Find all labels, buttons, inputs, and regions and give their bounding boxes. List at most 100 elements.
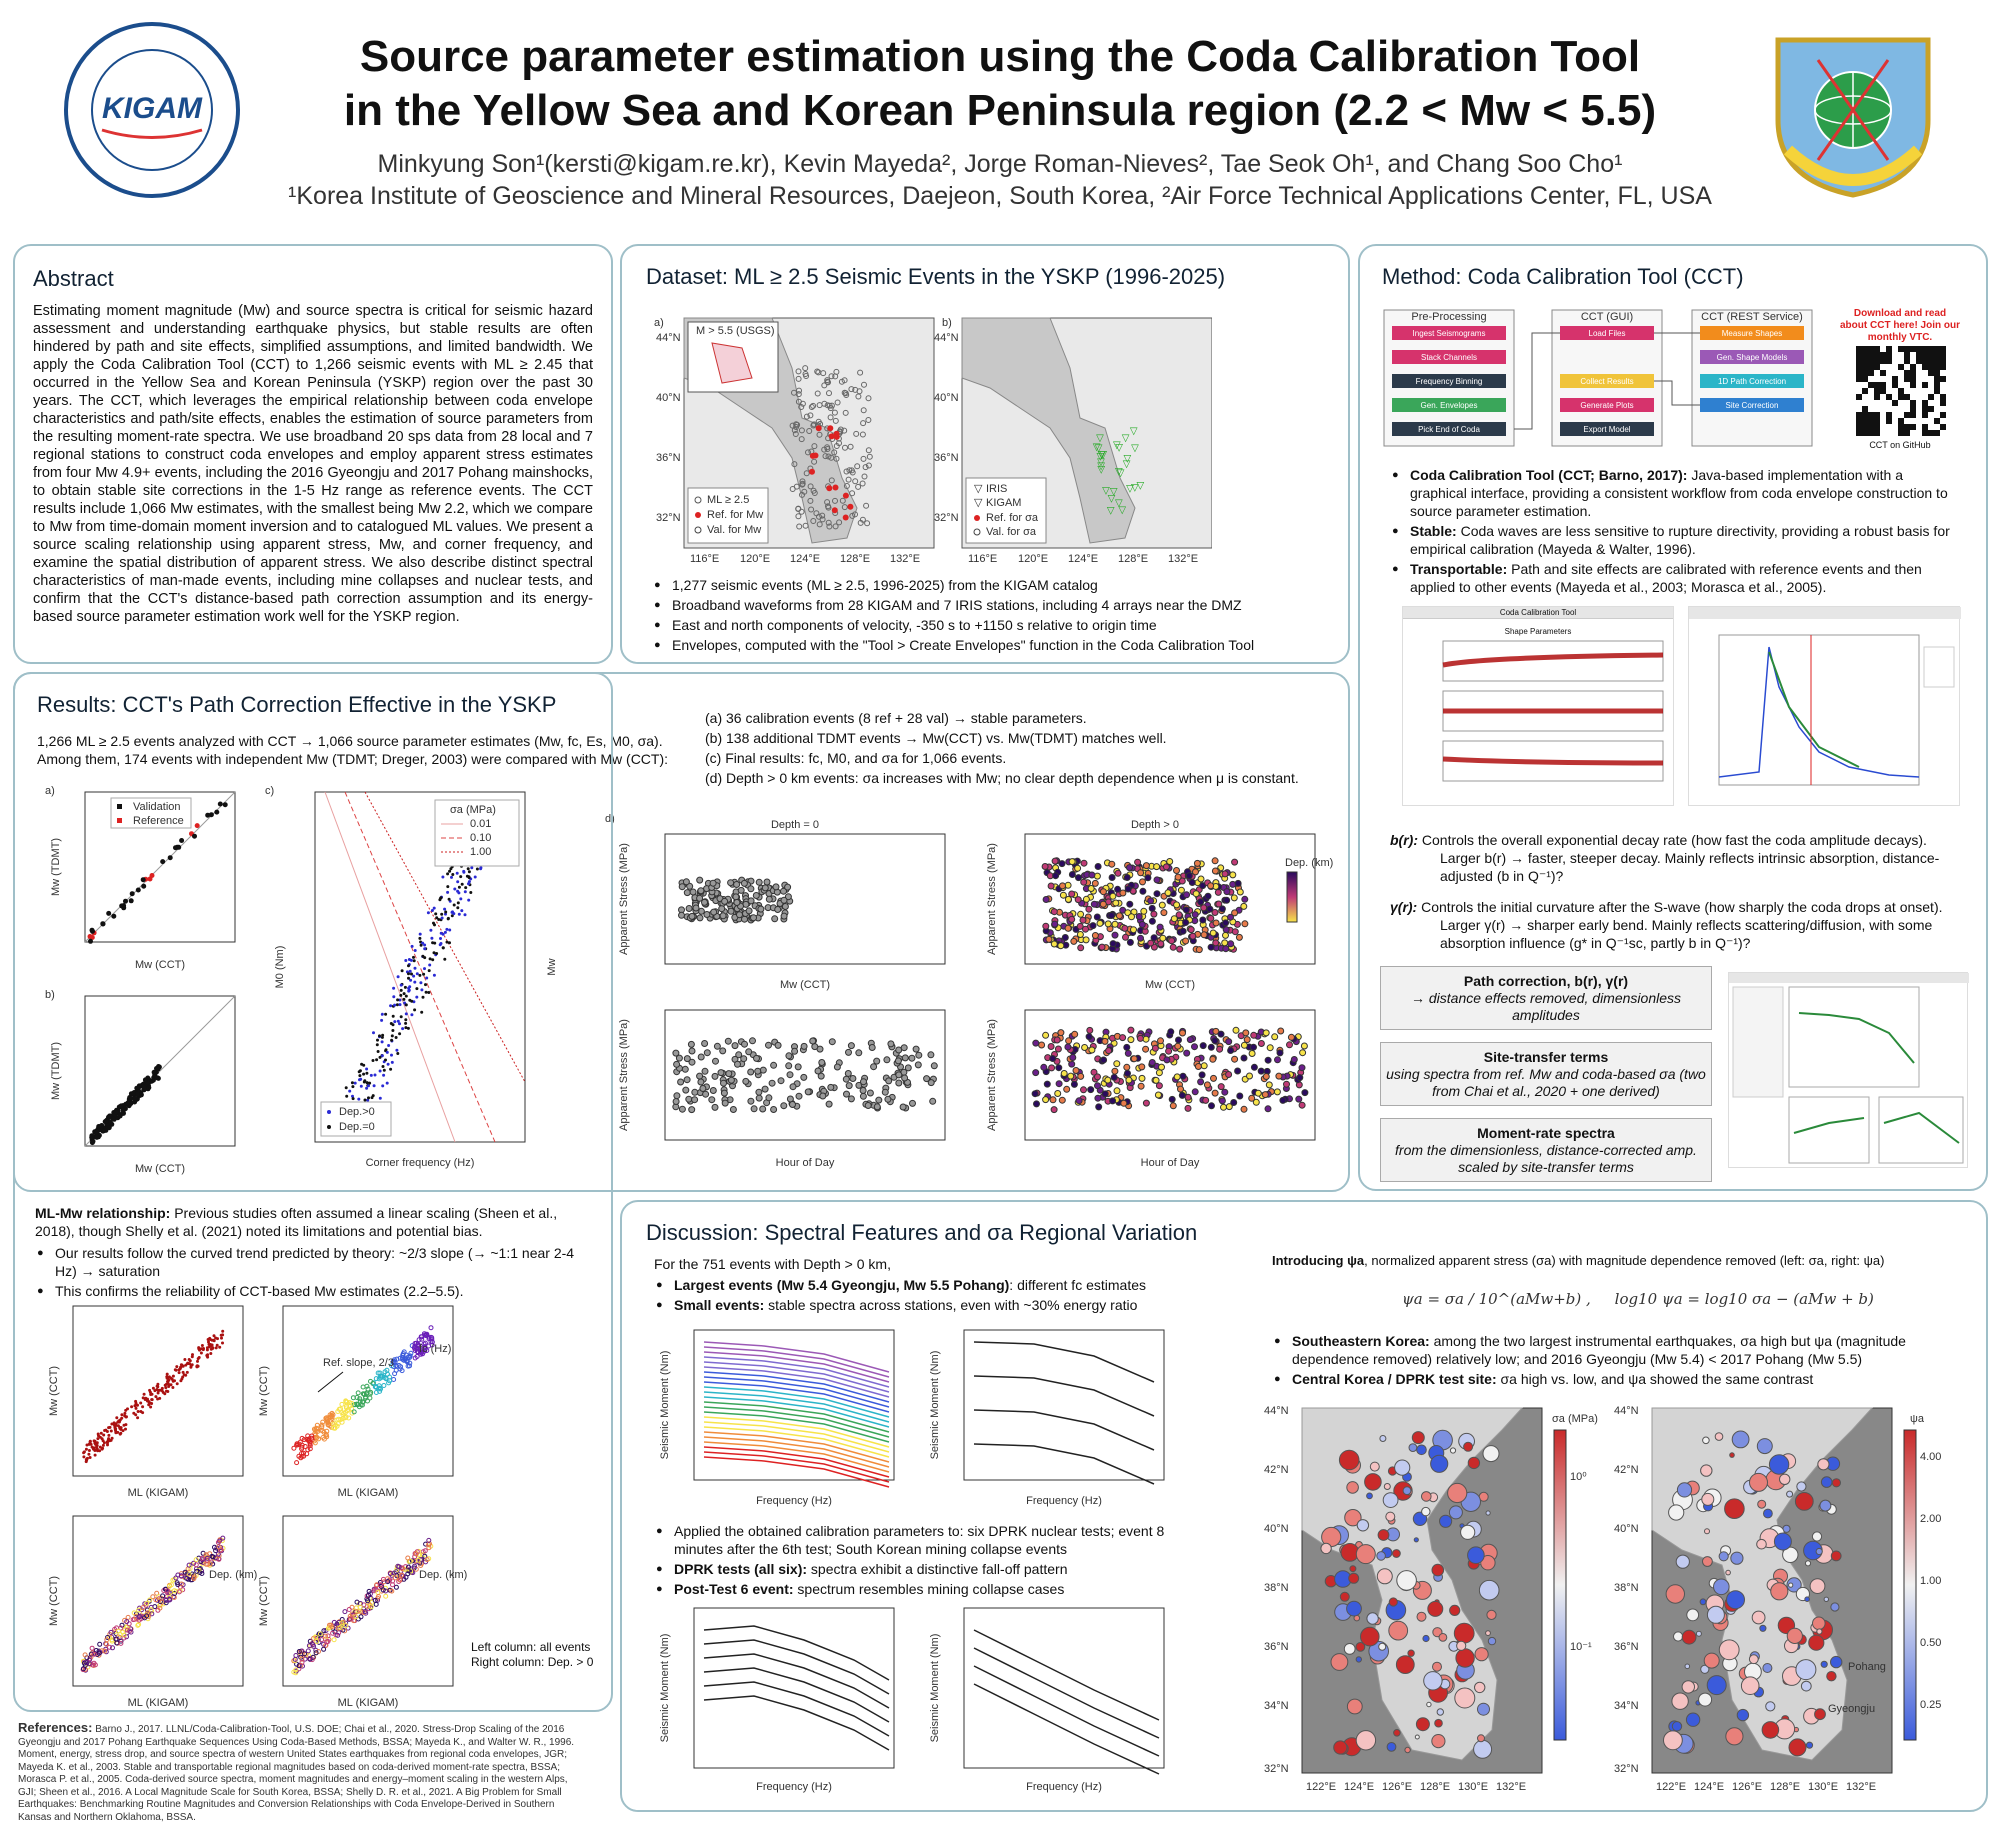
ml-mw-point: [105, 1635, 110, 1640]
corner-frequency-point: [408, 998, 412, 1002]
map-event-circle: [1369, 1461, 1380, 1472]
map-event-circle: [1795, 1659, 1817, 1681]
corner-frequency-point: [426, 911, 430, 915]
map-event-circle: [1814, 1708, 1826, 1721]
apparent-stress-point: [727, 907, 735, 915]
corner-frequency-point: [378, 1069, 382, 1073]
map-event-circle: [1467, 1546, 1485, 1564]
ml-mw-point: [215, 1551, 221, 1557]
qr-module: [1910, 370, 1916, 376]
kigam-station-marker: ▽: [1137, 481, 1145, 492]
event-marker: [810, 518, 817, 524]
aftac-logo: [1775, 37, 1931, 198]
corner-frequency-point: [423, 967, 426, 971]
apparent-stress-point: [780, 896, 788, 904]
dataset-bullet: Envelopes, computed with the "Tool > Cre…: [652, 636, 1332, 654]
apparent-stress-point: [701, 1067, 709, 1075]
apparent-stress-point: [1250, 1043, 1257, 1051]
apparent-stress-point: [1140, 907, 1148, 915]
ml-mw-point: [135, 1622, 141, 1628]
event-marker: [865, 417, 872, 423]
map-event-circle: [1355, 1656, 1363, 1663]
discussion-bullet: Applied the obtained calibration paramet…: [654, 1522, 1214, 1558]
ml-mw-point: [392, 1357, 397, 1363]
corner-frequency-point: [446, 890, 450, 894]
apparent-stress-point: [1147, 939, 1155, 947]
map-event-circle: [1714, 1432, 1724, 1441]
svg-text:32°N: 32°N: [1614, 1763, 1639, 1775]
svg-text:40°N: 40°N: [1264, 1523, 1289, 1535]
mw-comparison-point: [113, 1109, 119, 1115]
svg-text:120°E: 120°E: [740, 553, 770, 565]
psi-map-points: [1663, 1430, 1843, 1757]
apparent-stress-point: [1222, 945, 1230, 953]
kigam-station-marker: ▽: [1117, 468, 1125, 479]
corner-frequency-point: [404, 1003, 408, 1007]
map-event-circle: [1796, 1481, 1807, 1492]
apparent-stress-point: [780, 1102, 788, 1110]
corner-frequency-point: [408, 969, 412, 973]
event-marker: [859, 431, 866, 438]
apparent-stress-point: [1182, 937, 1190, 945]
ml-mw-point: [347, 1400, 353, 1406]
apparent-stress-point: [1183, 891, 1191, 899]
apparent-stress-point: [755, 1094, 763, 1102]
apparent-stress-point: [1089, 922, 1097, 930]
ml-mw-point: [173, 1368, 177, 1372]
map-event-circle: [1355, 1642, 1366, 1652]
apparent-stress-point: [864, 1102, 872, 1109]
kigam-station-marker: ▽: [1097, 465, 1105, 476]
svg-text:Dep. (km): Dep. (km): [1285, 857, 1333, 869]
qr-module: [1910, 412, 1916, 418]
apparent-stress-point: [1049, 1096, 1057, 1104]
corner-frequency-point: [370, 1096, 374, 1100]
qr-module: [1928, 364, 1934, 370]
apparent-stress-point: [759, 1105, 767, 1113]
cct-shape-window: Coda Calibration Tool Shape Parameters: [1402, 606, 1674, 806]
event-marker: [793, 421, 800, 428]
qr-module: [1922, 400, 1928, 406]
apparent-stress-point: [697, 1078, 705, 1086]
ml-mw-point: [197, 1356, 201, 1359]
ml-mw-point: [166, 1596, 172, 1602]
ml-mw-point: [426, 1537, 432, 1543]
apparent-stress-point: [719, 912, 727, 920]
ml-mw-point: [343, 1623, 349, 1629]
ml-mw-point: [349, 1406, 354, 1411]
dataset-title: Dataset: ML ≥ 2.5 Seismic Events in the …: [646, 264, 1226, 289]
apparent-stress-point: [1091, 932, 1099, 939]
map-event-circle: [1815, 1547, 1823, 1556]
spectrum-line: [703, 1356, 890, 1388]
apparent-stress-point: [729, 1106, 737, 1113]
qr-module: [1856, 418, 1862, 424]
spectrum-line: [703, 1366, 890, 1398]
apparent-stress-point: [809, 1037, 817, 1045]
ml-mw-point: [320, 1419, 326, 1425]
ml-mw-point: [97, 1641, 103, 1647]
map-event-circle: [1404, 1746, 1411, 1754]
apparent-stress-point: [1235, 933, 1243, 941]
map-b-label: b): [942, 317, 952, 329]
ml-mw-point: [361, 1391, 367, 1397]
apparent-stress-point: [1230, 1099, 1238, 1106]
qr-code-icon[interactable]: [1856, 346, 1946, 436]
apparent-stress-point: [1222, 926, 1230, 934]
apparent-stress-point: [1099, 900, 1107, 908]
qr-module: [1940, 400, 1946, 406]
qr-module: [1862, 346, 1868, 352]
ml-mw-point: [397, 1355, 403, 1361]
svg-text:Frequency (Hz): Frequency (Hz): [756, 1781, 832, 1793]
ml-mw-point: [372, 1597, 378, 1603]
ml-mw-point: [88, 1456, 92, 1459]
corner-frequency-point: [418, 932, 422, 936]
event-marker: [795, 368, 802, 375]
svg-text:Depth > 0: Depth > 0: [1131, 819, 1179, 831]
apparent-stress-point: [901, 1074, 909, 1082]
apparent-stress-point: [1098, 943, 1106, 951]
apparent-stress-point: [1186, 1036, 1194, 1044]
ml-mw-point: [215, 1343, 219, 1347]
apparent-stress-point: [1139, 878, 1146, 886]
ml-mw-point: [385, 1579, 391, 1585]
apparent-stress-point: [774, 1041, 782, 1049]
apparent-stress-point: [757, 905, 765, 913]
